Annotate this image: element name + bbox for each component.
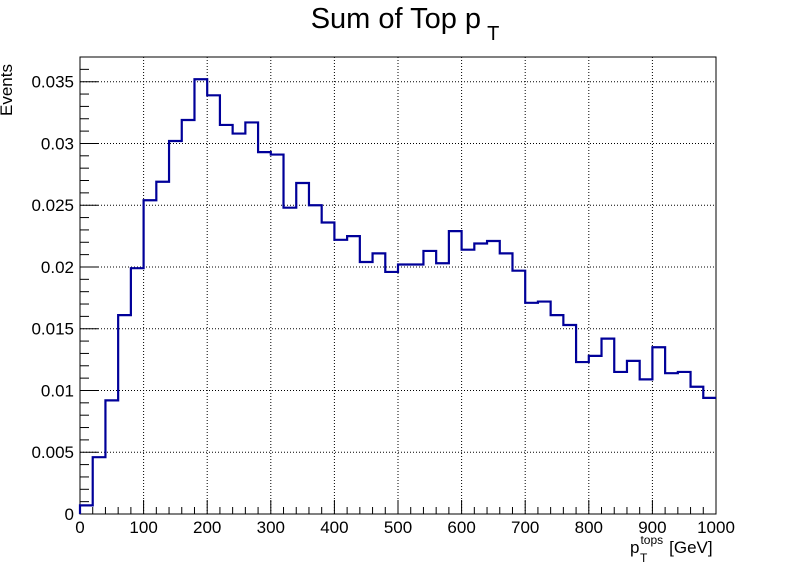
x-axis-title-superscript: tops [640, 533, 663, 547]
y-tick-label: 0.005 [31, 443, 74, 462]
x-tick-label: 0 [75, 518, 84, 537]
x-tick-label: 300 [257, 518, 285, 537]
x-tick-label: 600 [447, 518, 475, 537]
x-axis-title-unit: [GeV] [669, 538, 712, 557]
axis-ticks [79, 56, 717, 515]
y-tick-label: 0.02 [41, 258, 74, 277]
x-tick-label: 100 [129, 518, 157, 537]
y-tick-label: 0.025 [31, 196, 74, 215]
y-tick-labels: 0 0.005 0.01 0.015 0.02 0.025 0.03 0.035 [31, 73, 74, 524]
chart-title-subscript: T [487, 23, 499, 45]
y-tick-label: 0.03 [41, 134, 74, 153]
histogram-series-line [78, 78, 716, 514]
y-tick-label: 0.035 [31, 73, 74, 92]
x-tick-label: 700 [511, 518, 539, 537]
chart-title: Sum of Top p T [311, 3, 500, 45]
chart-title-main: Sum of Top p [311, 3, 481, 35]
grid-lines [80, 57, 716, 514]
y-tick-label: 0.015 [31, 320, 74, 339]
y-tick-label: 0.01 [41, 381, 74, 400]
x-tick-label: 200 [193, 518, 221, 537]
x-axis-title-p: p [630, 538, 639, 557]
x-tick-label: 500 [384, 518, 412, 537]
x-tick-label: 1000 [697, 518, 735, 537]
y-axis-title: Events [0, 64, 16, 116]
x-axis-title: ptops [GeV] [630, 533, 713, 557]
x-axis-title-subscript: T [640, 551, 648, 565]
x-tick-label: 400 [320, 518, 348, 537]
x-tick-label: 900 [638, 518, 666, 537]
x-tick-label: 800 [575, 518, 603, 537]
y-tick-label: 0 [65, 505, 74, 524]
x-tick-labels: 0 100 200 300 400 500 600 700 800 900 1000 [75, 518, 735, 537]
